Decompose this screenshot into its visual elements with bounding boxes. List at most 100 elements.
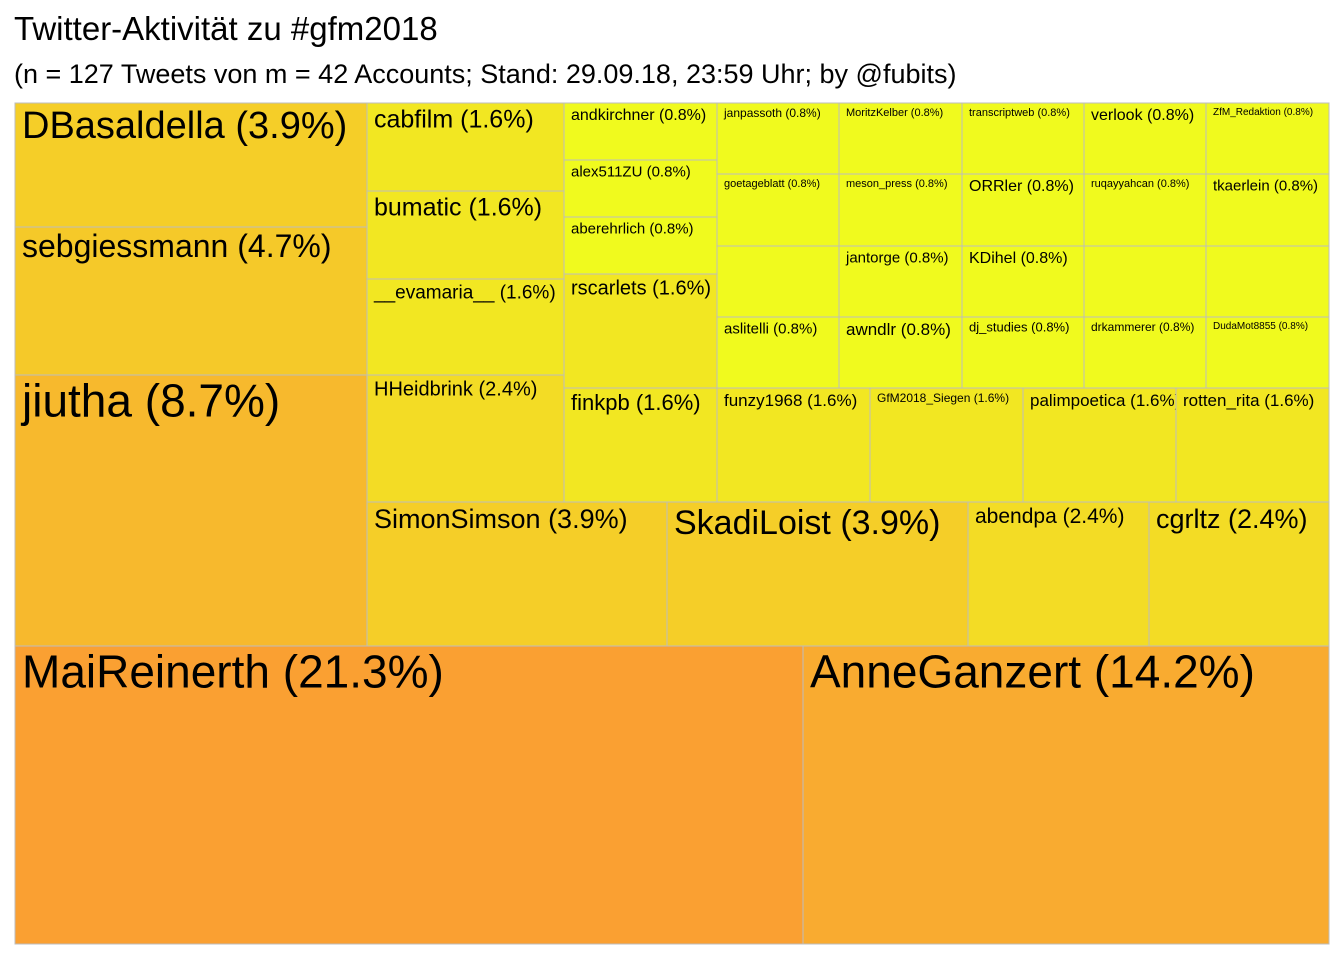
treemap-tile: dj_studies (0.8%) bbox=[961, 316, 1085, 389]
treemap-tile: bumatic (1.6%) bbox=[366, 190, 565, 280]
treemap-tile-rect bbox=[14, 226, 368, 376]
treemap-tile-rect bbox=[802, 645, 1330, 945]
chart-title: Twitter-Aktivität zu #gfm2018 bbox=[14, 10, 438, 47]
treemap-tile-label: transcriptweb (0.8%) bbox=[969, 107, 1070, 119]
treemap-tile-rect bbox=[961, 316, 1085, 389]
treemap-tile-rect bbox=[1205, 245, 1330, 318]
treemap-tile-rect bbox=[1083, 316, 1207, 389]
treemap-tile-rect bbox=[366, 374, 565, 503]
treemap-tile bbox=[1205, 245, 1330, 318]
treemap-tile: ORRler (0.8%) bbox=[961, 173, 1085, 247]
treemap-tile-label: cabfilm (1.6%) bbox=[374, 106, 534, 134]
treemap-tile-label: MaiReinerth (21.3%) bbox=[22, 646, 444, 698]
treemap-tile-label: DudaMot8855 (0.8%) bbox=[1213, 321, 1308, 332]
treemap-tile-rect bbox=[14, 645, 804, 945]
treemap-tile-rect bbox=[1148, 501, 1330, 647]
treemap-tile-label: DBasaldella (3.9%) bbox=[22, 105, 347, 147]
treemap-tile: drkammerer (0.8%) bbox=[1083, 316, 1207, 389]
treemap-tile-label: palimpoetica (1.6%) bbox=[1030, 391, 1180, 410]
treemap-tile-label: verlook (0.8%) bbox=[1091, 107, 1194, 124]
treemap-tile: GfM2018_Siegen (1.6%) bbox=[869, 387, 1024, 503]
treemap-tile-label: ZfM_Redaktion (0.8%) bbox=[1213, 107, 1313, 118]
treemap-tile-rect bbox=[563, 387, 718, 503]
treemap-tile: awndlr (0.8%) bbox=[838, 316, 963, 389]
treemap-tile-rect bbox=[1205, 316, 1330, 389]
treemap-tile: goetageblatt (0.8%) bbox=[716, 173, 840, 247]
treemap-tile: finkpb (1.6%) bbox=[563, 387, 718, 503]
treemap-tile: transcriptweb (0.8%) bbox=[961, 102, 1085, 175]
treemap-tile: ZfM_Redaktion (0.8%) bbox=[1205, 102, 1330, 175]
treemap-tile-label: meson_press (0.8%) bbox=[846, 178, 948, 190]
treemap-tile-rect bbox=[869, 387, 1024, 503]
treemap-tile: abendpa (2.4%) bbox=[967, 501, 1150, 647]
treemap-tile-label: cgrltz (2.4%) bbox=[1156, 504, 1308, 534]
treemap-tile-rect bbox=[563, 159, 718, 218]
treemap-tile-rect bbox=[1205, 173, 1330, 247]
treemap-tile: rscarlets (1.6%) bbox=[563, 273, 718, 389]
treemap-tile: janpassoth (0.8%) bbox=[716, 102, 840, 175]
treemap-tile: AnneGanzert (14.2%) bbox=[802, 645, 1330, 945]
treemap-tile: jiutha (8.7%) bbox=[14, 374, 368, 647]
treemap-tile-label: alex511ZU (0.8%) bbox=[571, 163, 691, 180]
treemap-tile-label: janpassoth (0.8%) bbox=[723, 106, 821, 120]
treemap-tile bbox=[1083, 245, 1207, 318]
treemap-tile-label: funzy1968 (1.6%) bbox=[724, 391, 857, 410]
treemap-tile-rect bbox=[716, 387, 871, 503]
treemap-tile-label: SkadiLoist (3.9%) bbox=[674, 504, 940, 542]
treemap-tile: andkirchner (0.8%) bbox=[563, 102, 718, 161]
treemap-tile-label: jantorge (0.8%) bbox=[845, 249, 949, 266]
treemap-tile-label: __evamaria__ (1.6%) bbox=[373, 283, 556, 304]
treemap-tile-rect bbox=[1022, 387, 1177, 503]
treemap-tile-rect bbox=[1083, 245, 1207, 318]
treemap-tile-label: HHeidbrink (2.4%) bbox=[374, 378, 537, 400]
treemap-tile-rect bbox=[666, 501, 969, 647]
treemap-tile: sebgiessmann (4.7%) bbox=[14, 226, 368, 376]
treemap-tile: funzy1968 (1.6%) bbox=[716, 387, 871, 503]
treemap-tile-label: KDihel (0.8%) bbox=[969, 250, 1068, 267]
treemap-tile-label: sebgiessmann (4.7%) bbox=[22, 228, 331, 264]
treemap-tile-rect bbox=[716, 316, 840, 389]
treemap-tile-label: aslitelli (0.8%) bbox=[724, 320, 817, 337]
treemap-tile-label: ruqayyahcan (0.8%) bbox=[1091, 178, 1189, 190]
treemap-tile-label: GfM2018_Siegen (1.6%) bbox=[877, 391, 1009, 405]
treemap-tile-rect bbox=[366, 501, 668, 647]
treemap-tile-rect bbox=[716, 245, 840, 318]
treemap-tile: __evamaria__ (1.6%) bbox=[366, 278, 565, 376]
treemap-tile-rect bbox=[961, 173, 1085, 247]
treemap-tile bbox=[716, 245, 840, 318]
treemap-tile-label: AnneGanzert (14.2%) bbox=[810, 646, 1255, 698]
treemap-tile-label: abendpa (2.4%) bbox=[975, 505, 1124, 528]
treemap-tile-rect bbox=[366, 278, 565, 376]
treemap-tile-label: MoritzKelber (0.8%) bbox=[846, 107, 943, 119]
treemap-tile-rect bbox=[366, 190, 565, 280]
treemap-tile-label: drkammerer (0.8%) bbox=[1091, 320, 1194, 334]
treemap-tile: alex511ZU (0.8%) bbox=[563, 159, 718, 218]
treemap-tile-label: jiutha (8.7%) bbox=[20, 375, 280, 427]
treemap-tile: MoritzKelber (0.8%) bbox=[838, 102, 963, 175]
treemap-tile: cgrltz (2.4%) bbox=[1148, 501, 1330, 647]
treemap-tile-label: tkaerlein (0.8%) bbox=[1213, 177, 1318, 194]
treemap-tile: aslitelli (0.8%) bbox=[716, 316, 840, 389]
treemap-tile: meson_press (0.8%) bbox=[838, 173, 963, 247]
treemap-tile-rect bbox=[1205, 102, 1330, 175]
treemap-tile-label: ORRler (0.8%) bbox=[969, 178, 1074, 195]
treemap-tile-rect bbox=[838, 102, 963, 175]
treemap-tile-rect bbox=[563, 102, 718, 161]
treemap-tile: KDihel (0.8%) bbox=[961, 245, 1085, 318]
treemap-tile-label: andkirchner (0.8%) bbox=[571, 107, 706, 124]
treemap-tile-rect bbox=[563, 216, 718, 275]
treemap-tile: cabfilm (1.6%) bbox=[366, 102, 565, 192]
treemap-tile-rect bbox=[967, 501, 1150, 647]
treemap-tile-label: SimonSimson (3.9%) bbox=[374, 504, 628, 534]
treemap-tile-rect bbox=[1175, 387, 1330, 503]
treemap-tile: tkaerlein (0.8%) bbox=[1205, 173, 1330, 247]
treemap-tile-rect bbox=[14, 102, 368, 228]
treemap-tile: rotten_rita (1.6%) bbox=[1175, 387, 1330, 503]
treemap-tile-rect bbox=[838, 173, 963, 247]
treemap-tile-label: rotten_rita (1.6%) bbox=[1183, 391, 1314, 410]
treemap-tile: HHeidbrink (2.4%) bbox=[366, 374, 565, 503]
treemap-tile: jantorge (0.8%) bbox=[838, 245, 963, 318]
treemap-tile: DudaMot8855 (0.8%) bbox=[1205, 316, 1330, 389]
treemap-tile-rect bbox=[1083, 102, 1207, 175]
